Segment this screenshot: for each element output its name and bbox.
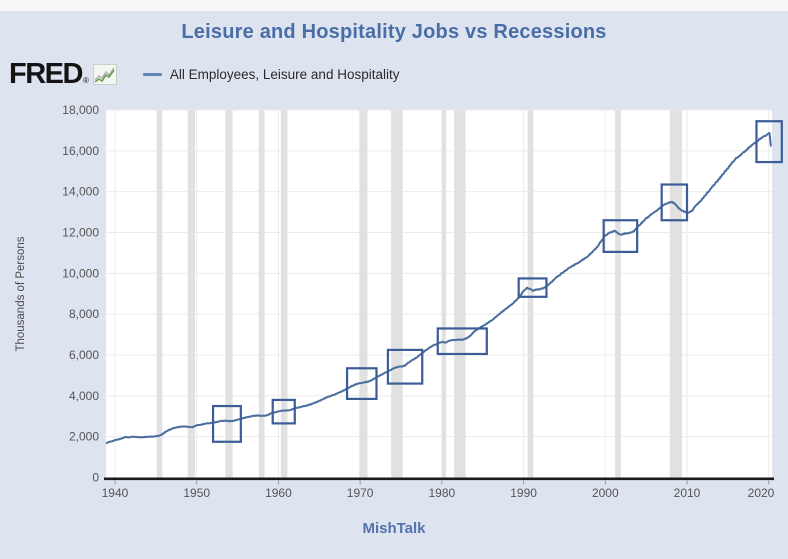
top-strip [0,0,788,11]
annotation-box [660,183,689,222]
recession-band [454,110,466,478]
y-tick-label: 8,000 [69,307,99,321]
recession-band [441,110,446,478]
series-line [105,132,772,444]
y-tick-label: 16,000 [62,144,99,158]
x-tick-label: 1960 [265,486,292,500]
annotation-box [211,404,242,443]
watermark: MishTalk [362,520,426,537]
fred-logo: FRED ® [9,58,117,90]
recession-band [280,110,288,478]
recession-band [527,110,534,478]
legend: All Employees, Leisure and Hospitality [142,66,400,82]
legend-line-swatch [142,72,162,76]
annotation-box [755,120,783,164]
recession-band [258,110,265,478]
annotation-box [602,219,639,253]
chart-title: Leisure and Hospitality Jobs vs Recessio… [181,21,607,43]
y-tick-label: 14,000 [62,185,99,199]
recession-band [359,110,368,478]
y-tick-label: 10,000 [62,266,99,280]
chart-header: FRED ® All Employees, Leisure and Hospit… [9,59,399,89]
x-tick-label: 1940 [102,486,129,500]
y-tick-label: 18,000 [62,103,99,117]
recession-band [615,110,621,478]
recession-band [391,110,403,478]
x-tick-label: 1980 [429,486,456,500]
registered-trademark-icon: ® [82,76,89,85]
recession-band [669,110,683,478]
y-tick-label: 2,000 [69,430,99,444]
annotation-box [436,327,488,356]
annotation-box [271,398,296,425]
y-tick-label: 0 [92,471,99,485]
x-tick-label: 2010 [674,486,701,500]
y-tick-label: 4,000 [69,389,99,403]
y-tick-label: 6,000 [69,348,99,362]
plot-area [106,110,772,478]
annotation-box [345,367,378,400]
legend-label: All Employees, Leisure and Hospitality [169,66,400,82]
annotation-box [386,348,424,385]
x-tick-label: 1990 [510,486,537,500]
x-tick-label: 1970 [347,486,374,500]
x-tick-label: 1950 [183,486,210,500]
x-tick-label: 2020 [748,486,775,500]
sparkline-chart-icon [92,64,117,85]
fred-logo-text: FRED [9,58,83,90]
annotation-box [517,277,548,298]
x-tick-label: 2000 [592,486,619,500]
recession-band [156,110,163,478]
recession-band [187,110,196,478]
y-tick-label: 12,000 [62,226,99,240]
x-axis-line [104,477,774,481]
recession-band [225,110,233,478]
